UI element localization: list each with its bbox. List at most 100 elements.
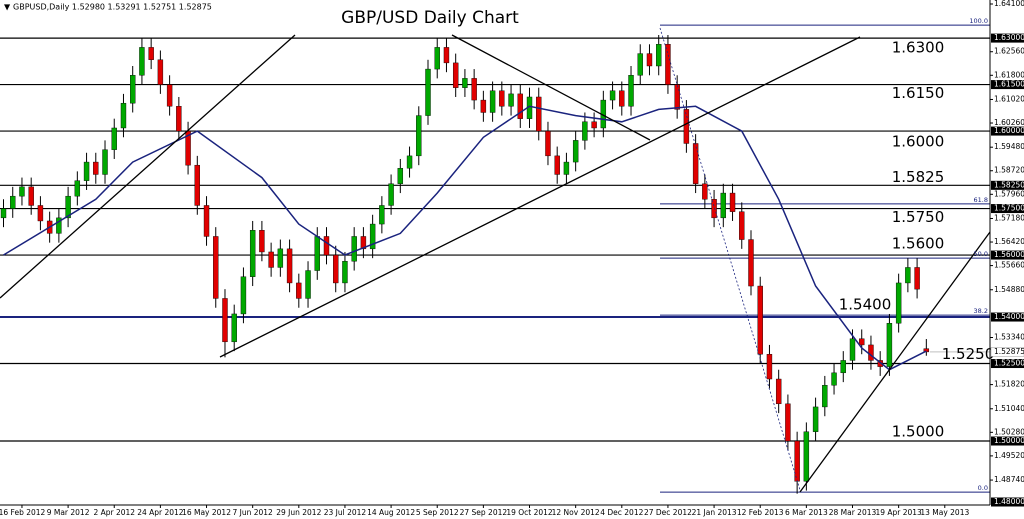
candle-body — [28, 186, 34, 206]
y-tick-highlight — [991, 312, 1024, 322]
candle-body — [729, 192, 736, 212]
candle-body — [775, 378, 782, 405]
trend-line — [219, 36, 861, 358]
candle-body — [314, 236, 320, 271]
y-tick-highlight — [991, 80, 1024, 90]
candle-body — [286, 248, 293, 284]
trend-lines — [0, 27, 991, 493]
candle-body — [831, 372, 837, 386]
candle-body — [213, 236, 219, 299]
candle-body — [905, 267, 911, 284]
y-tick-label: 1.48000 — [994, 497, 1024, 506]
trend-line — [0, 34, 296, 299]
candle-body — [646, 53, 653, 67]
fib-label: 0.0 — [978, 484, 988, 492]
candle-body — [822, 385, 828, 408]
candle-body — [683, 109, 690, 144]
candle-body — [231, 313, 237, 343]
y-tick-label: 1.52500 — [994, 359, 1024, 368]
trend-line — [451, 34, 651, 141]
candle-body — [840, 360, 846, 374]
y-tick-label: 1.56420 — [994, 237, 1024, 246]
candle-body — [249, 230, 256, 277]
fib-diagonal — [659, 27, 801, 491]
symbol-arrow: ▼ — [4, 3, 11, 12]
candle-body — [379, 205, 385, 225]
candle-body — [102, 149, 108, 175]
x-tick-label: 19 Apr 2013 — [875, 508, 922, 517]
candle-body — [166, 84, 173, 107]
candle-body — [369, 223, 376, 250]
candle-body — [785, 403, 791, 442]
y-tick-label: 1.51820 — [994, 380, 1024, 389]
x-tick-label: 16 May 2012 — [182, 508, 231, 517]
candle-body — [563, 161, 570, 175]
x-tick-label: 14 Aug 2012 — [367, 508, 415, 517]
y-tick-label: 1.61500 — [994, 80, 1024, 89]
candle-body — [812, 406, 819, 432]
candle-body — [111, 127, 117, 150]
candle-body — [702, 183, 708, 200]
candle-body — [74, 180, 81, 197]
y-tick-highlight — [991, 436, 1024, 446]
candle-body — [720, 192, 727, 219]
candle-body — [19, 186, 25, 197]
candle-body — [628, 75, 634, 107]
y-tick-label: 1.49520 — [994, 451, 1024, 460]
candle-body — [572, 140, 579, 163]
x-tick-label: 9 Mar 2012 — [47, 508, 90, 517]
candle-body — [323, 236, 330, 256]
fib-label: 50.0 — [974, 250, 988, 258]
y-tick-highlight — [991, 126, 1024, 136]
candle-body — [397, 168, 404, 184]
fib-label: 100.0 — [969, 17, 988, 25]
candle-body — [452, 62, 459, 88]
candle-body — [748, 239, 754, 287]
candle-body — [406, 155, 413, 169]
candle-body — [480, 99, 487, 113]
last-price-box — [990, 347, 1024, 357]
candle-body — [914, 267, 920, 290]
level-label: 1.5825 — [892, 168, 945, 186]
y-tick-highlight — [991, 33, 1024, 43]
candle-body — [489, 90, 496, 113]
candle-body — [65, 195, 71, 219]
level-label: 1.5750 — [892, 208, 945, 226]
level-label: 1.5400 — [839, 296, 892, 314]
candle-body — [471, 78, 477, 101]
candle-body — [859, 338, 865, 346]
candle-body — [794, 440, 800, 482]
x-tick-label: 23 Jul 2012 — [324, 508, 367, 517]
candle-body — [388, 183, 394, 206]
candle-body — [665, 44, 671, 85]
candle-body — [591, 121, 597, 129]
trend-line — [799, 231, 991, 493]
candle-body — [674, 84, 680, 110]
x-tick-label: 7 Jun 2012 — [232, 508, 273, 517]
candle-body — [37, 205, 44, 222]
candle-body — [895, 282, 902, 324]
y-tick-label: 1.54880 — [994, 285, 1024, 294]
candle-body — [351, 236, 357, 262]
candle-body — [582, 121, 588, 141]
candle-body — [536, 96, 542, 132]
y-tick-label: 1.57180 — [994, 213, 1024, 222]
moving-average — [3, 105, 927, 371]
candle-body — [93, 161, 99, 175]
candle-body — [849, 338, 856, 361]
candle-body — [692, 143, 699, 184]
y-tick-highlight — [991, 204, 1024, 214]
candle-body — [757, 285, 763, 355]
fib-label: 38.2 — [974, 307, 988, 315]
candle-body — [462, 78, 468, 88]
x-tick-label: 19 Oct 2012 — [506, 508, 553, 517]
x-tick-label: 12 Feb 2013 — [737, 508, 784, 517]
x-tick-label: 6 Mar 2013 — [785, 508, 828, 517]
candle-body — [609, 90, 616, 101]
y-tick-label: 1.48740 — [994, 475, 1024, 484]
candle-body — [803, 431, 810, 482]
candle-body — [554, 155, 560, 175]
level-label: 1.5600 — [892, 235, 945, 253]
y-tick-label: 1.50000 — [994, 436, 1024, 445]
